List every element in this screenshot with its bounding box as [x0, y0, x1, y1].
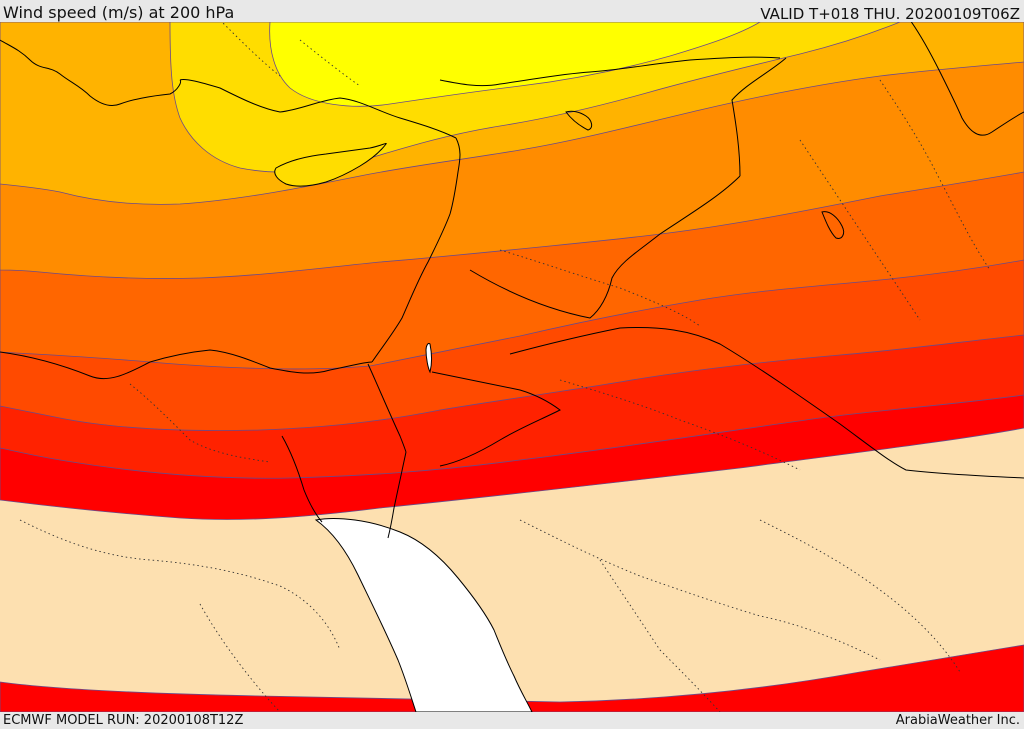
lake-urmia [821, 211, 845, 239]
map-svg [0, 22, 1024, 712]
gulf-of-suez [281, 435, 323, 523]
coast-black-sea [439, 56, 781, 87]
band-red-south [0, 644, 1024, 712]
model-run-label: ECMWF MODEL RUN: 20200108T12Z [3, 713, 244, 728]
dead-sea [425, 343, 432, 374]
coast-turkey [179, 79, 457, 139]
border-turkey-iran [731, 57, 787, 177]
lake-van [565, 110, 593, 131]
valid-time-label: VALID T+018 THU. 20200109T06Z [760, 5, 1020, 23]
credit-label: ArabiaWeather Inc. [895, 713, 1020, 728]
aegean-coast [0, 39, 181, 107]
internal-borders [19, 22, 991, 712]
band-yellow [269, 22, 761, 107]
header-bar: Wind speed (m/s) at 200 hPa VALID T+018 … [0, 0, 1024, 23]
map-title: Wind speed (m/s) at 200 hPa [3, 3, 235, 22]
cyprus [274, 143, 387, 187]
red-sea [314, 518, 533, 712]
footer-bar: ECMWF MODEL RUN: 20200108T12Z ArabiaWeat… [0, 712, 1024, 729]
coast-north-africa [0, 349, 373, 380]
border-egypt-sinai [367, 363, 407, 453]
coast-levant [371, 137, 461, 363]
wind-speed-map [0, 22, 1024, 712]
gulf-of-aqaba [387, 451, 407, 539]
border-iraq-saudi [509, 327, 1024, 479]
border-syria-iraq [469, 175, 741, 319]
caspian-coast [910, 22, 1024, 136]
border-jordan [431, 371, 561, 467]
